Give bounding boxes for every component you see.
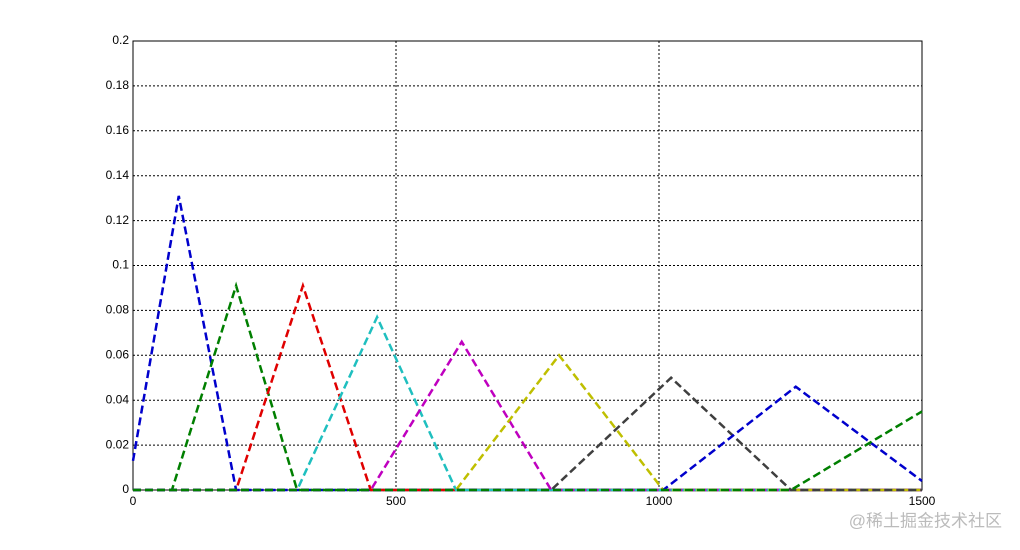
x-tick-label: 500 [386, 494, 406, 508]
y-tick-label: 0.12 [106, 213, 130, 227]
y-tick-label: 0.04 [106, 392, 130, 406]
series-line [131, 195, 922, 492]
x-tick-label: 1500 [909, 494, 936, 508]
y-tick-label: 0.02 [106, 437, 130, 451]
y-tick-label: 0.08 [106, 303, 130, 317]
series-line [133, 410, 923, 492]
y-tick-label: 0.2 [112, 33, 129, 47]
y-tick-label: 0.16 [106, 123, 130, 137]
x-tick-label: 0 [130, 494, 137, 508]
y-tick-label: 0 [122, 482, 129, 496]
y-tick-label: 0.18 [106, 78, 130, 92]
watermark: @稀土掘金技术社区 [849, 511, 1002, 530]
y-tick-label: 0.14 [106, 168, 130, 182]
y-tick-label: 0.06 [106, 347, 130, 361]
y-tick-label: 0.1 [112, 258, 129, 272]
series-line [133, 281, 922, 492]
x-tick-label: 1000 [646, 494, 673, 508]
